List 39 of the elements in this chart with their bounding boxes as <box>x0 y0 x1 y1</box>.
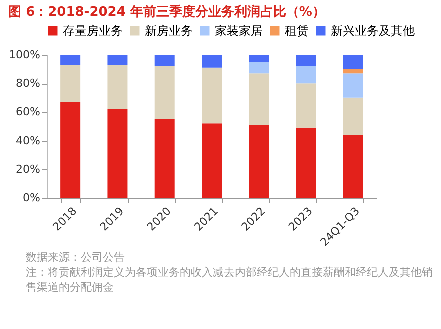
bar <box>296 66 316 84</box>
bar <box>343 74 364 98</box>
bar <box>108 65 128 110</box>
bar <box>249 62 270 74</box>
legend-label: 存量房业务 <box>63 24 123 38</box>
y-tick-label: 40% <box>16 134 40 148</box>
y-tick-label: 20% <box>16 162 40 176</box>
bar <box>60 102 81 198</box>
bar <box>108 109 128 198</box>
legend-label: 新兴业务及其他 <box>331 24 415 38</box>
legend-label: 家装家居 <box>215 24 263 38</box>
bar <box>202 68 222 124</box>
y-tick-label: 80% <box>16 77 40 90</box>
bar <box>249 55 270 62</box>
bar <box>249 74 270 126</box>
bar <box>343 55 364 70</box>
bar <box>343 98 364 136</box>
bar <box>60 65 81 102</box>
legend-label: 租赁 <box>285 24 309 38</box>
bar <box>296 55 316 66</box>
source-note: 数据来源：公司公告 <box>26 250 126 265</box>
bar <box>60 55 81 66</box>
bar <box>202 124 222 198</box>
chart-title: 图 6：2018-2024 年前三季度分业务利润占比（%） <box>8 4 326 20</box>
bar <box>202 55 222 68</box>
bar <box>154 55 175 66</box>
bar <box>296 128 316 198</box>
bar <box>108 55 128 66</box>
bar <box>296 84 316 128</box>
text: 注：将贡献利润定义为各项业务的收入减去内部经纪人的直接薪酬和经纪人及其他销售渠道的分配佣金 <box>26 265 434 295</box>
bar <box>249 125 270 198</box>
y-tick-label: 60% <box>16 106 40 119</box>
y-tick-label: 100% <box>9 48 40 62</box>
bar <box>154 66 175 120</box>
bar <box>343 135 364 198</box>
y-tick-label: 0% <box>23 192 40 204</box>
legend-label: 新房业务 <box>145 24 193 38</box>
bar <box>343 69 364 74</box>
bar <box>154 119 175 198</box>
